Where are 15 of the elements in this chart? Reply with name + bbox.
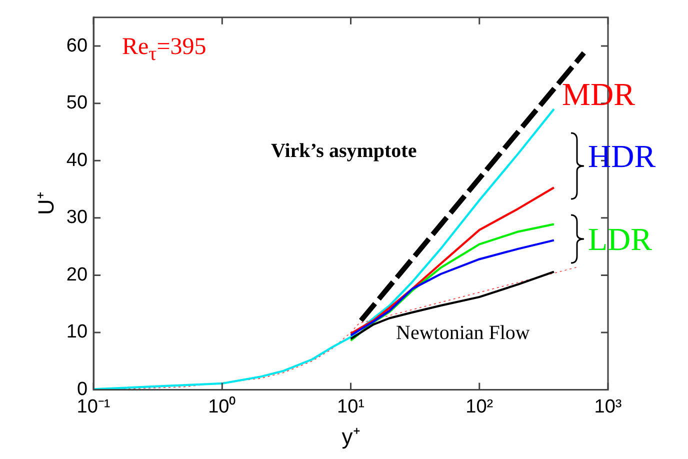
annotation: Newtonian Flow bbox=[396, 322, 530, 345]
x-tick-label: 10³ bbox=[594, 396, 622, 418]
y-tick-label: 60 bbox=[66, 35, 88, 56]
y-tick-label: 20 bbox=[66, 264, 88, 286]
annotation: Re$_{τ}$=395 bbox=[122, 34, 206, 66]
y-tick-label: 10 bbox=[66, 322, 88, 343]
y-tick-label: 30 bbox=[66, 207, 88, 228]
annotation: Virk’s asymptote bbox=[271, 140, 417, 163]
y-tick-label: 40 bbox=[66, 150, 88, 171]
x-tick-label: 10⁰ bbox=[208, 395, 236, 418]
x-axis-title: y⁺ bbox=[342, 424, 360, 449]
y-tick-label: 50 bbox=[66, 92, 88, 114]
x-tick-label: 10¹ bbox=[337, 396, 364, 418]
y-axis-title: U⁺ bbox=[33, 192, 58, 216]
x-tick-label: 10² bbox=[466, 396, 494, 418]
